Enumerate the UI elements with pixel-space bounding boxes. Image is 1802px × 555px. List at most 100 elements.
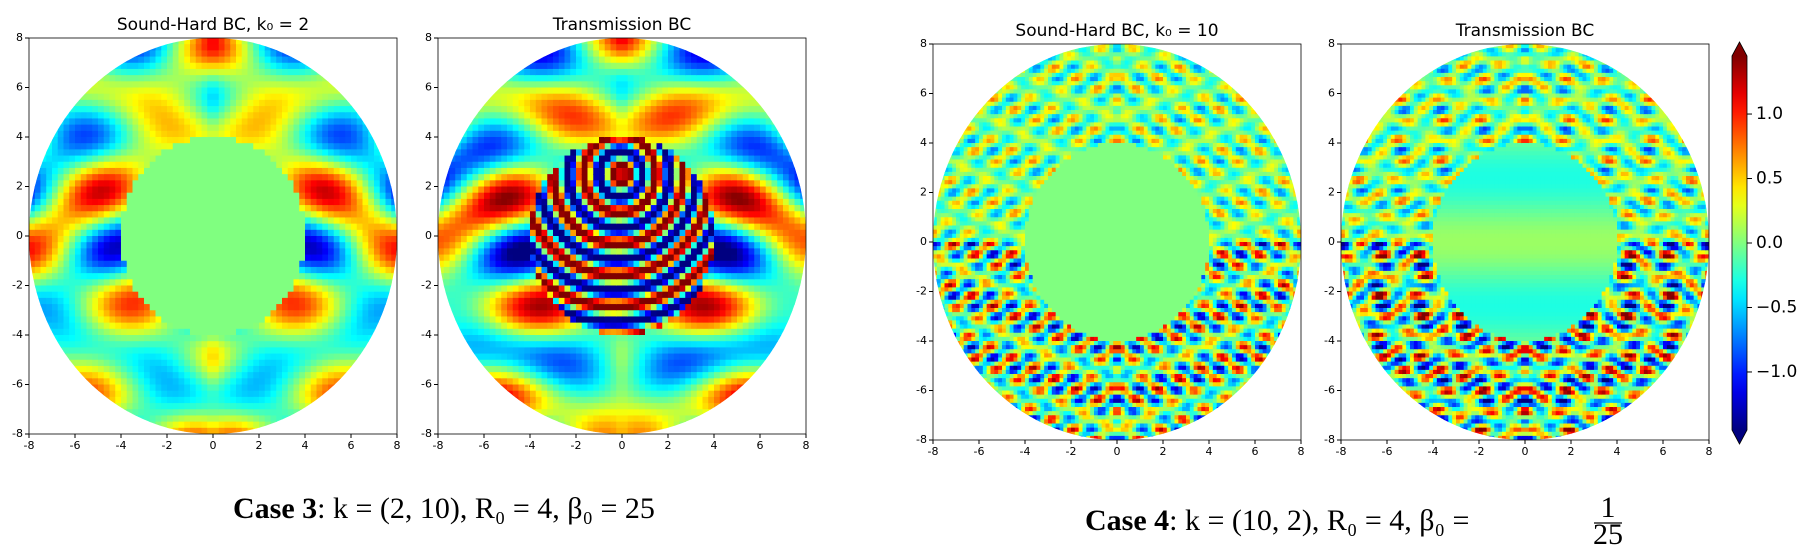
field-cell (593, 149, 600, 157)
field-cell (570, 328, 577, 336)
field-cell (138, 62, 145, 70)
field-cell (512, 137, 520, 144)
field-cell (368, 310, 375, 318)
field-cell (52, 322, 59, 330)
field-cell (184, 242, 191, 249)
field-cell (524, 137, 531, 144)
field-cell (132, 62, 139, 70)
field-cell (535, 316, 543, 324)
field-cell (270, 112, 277, 120)
field-cell (40, 297, 47, 305)
field-cell (230, 341, 237, 348)
field-cell (570, 149, 577, 157)
field-cell (356, 297, 364, 305)
field-cell (356, 143, 364, 150)
field-cell (593, 75, 600, 82)
field-cell (132, 335, 139, 342)
field-cell (599, 223, 606, 231)
field-cell (195, 316, 203, 324)
field-cell (322, 236, 329, 243)
field-cell (449, 297, 456, 305)
field-cell (558, 403, 566, 410)
field-cell (138, 211, 145, 219)
field-cell (328, 279, 335, 287)
field-cell (247, 75, 254, 82)
field-cell (138, 205, 145, 212)
field-cell (167, 137, 174, 144)
field-cell (57, 297, 65, 305)
field-cell (299, 93, 306, 101)
field-cell (599, 285, 606, 293)
field-cell (132, 112, 139, 120)
field-cell (518, 87, 525, 95)
field-cell (356, 279, 364, 287)
field-cell (259, 322, 266, 330)
field-cell (138, 316, 145, 324)
field-cell (126, 409, 134, 417)
field-cell (264, 273, 272, 280)
field-cell (587, 130, 594, 138)
field-cell (57, 254, 65, 262)
field-cell (121, 242, 128, 249)
field-cell (478, 266, 485, 274)
field-cell (553, 68, 560, 76)
field-cell (259, 403, 266, 410)
field-cell (149, 297, 157, 305)
field-cell (247, 273, 254, 280)
field-cell (316, 87, 323, 95)
field-cell (553, 155, 560, 163)
field-cell (167, 62, 174, 70)
field-cell (310, 143, 318, 150)
field-cell (310, 205, 318, 212)
field-cell (558, 335, 566, 342)
field-cell (541, 87, 548, 95)
field-cell (478, 137, 485, 144)
field-cell (86, 87, 93, 95)
field-cell (276, 236, 283, 243)
field-cell (218, 236, 226, 243)
field-cell (593, 192, 600, 200)
field-cell (190, 328, 197, 336)
field-cell (553, 378, 560, 386)
field-cell (362, 198, 369, 206)
field-cell (333, 87, 341, 95)
field-cell (34, 285, 42, 293)
field-cell (472, 155, 479, 163)
field-cell (495, 322, 502, 330)
field-cell (253, 62, 260, 70)
field-cell (316, 167, 323, 175)
field-cell (472, 137, 479, 144)
field-cell (126, 161, 134, 169)
field-cell (535, 112, 543, 120)
field-cell (149, 273, 157, 280)
field-cell (46, 335, 53, 342)
field-cell (57, 149, 65, 157)
field-cell (236, 68, 243, 76)
field-cell (218, 198, 226, 206)
field-cell (46, 248, 53, 256)
field-cell (530, 217, 537, 225)
field-cell (553, 161, 560, 169)
field-cell (576, 124, 583, 132)
field-cell (213, 248, 220, 256)
field-cell (86, 273, 93, 280)
field-cell (495, 198, 502, 206)
field-cell (310, 99, 318, 107)
field-cell (535, 143, 543, 150)
field-cell (115, 87, 122, 95)
field-cell (264, 285, 272, 293)
field-cell (213, 75, 220, 82)
field-cell (155, 279, 162, 287)
field-cell (581, 409, 589, 417)
field-cell (264, 427, 272, 434)
field-cell (484, 291, 491, 299)
field-cell (149, 248, 157, 256)
field-cell (161, 236, 168, 243)
field-cell (524, 192, 531, 200)
field-cell (75, 198, 82, 206)
field-cell (230, 75, 237, 82)
field-cell (570, 87, 577, 95)
field-cell (581, 137, 589, 144)
field-cell (547, 341, 554, 348)
field-cell (46, 297, 53, 305)
